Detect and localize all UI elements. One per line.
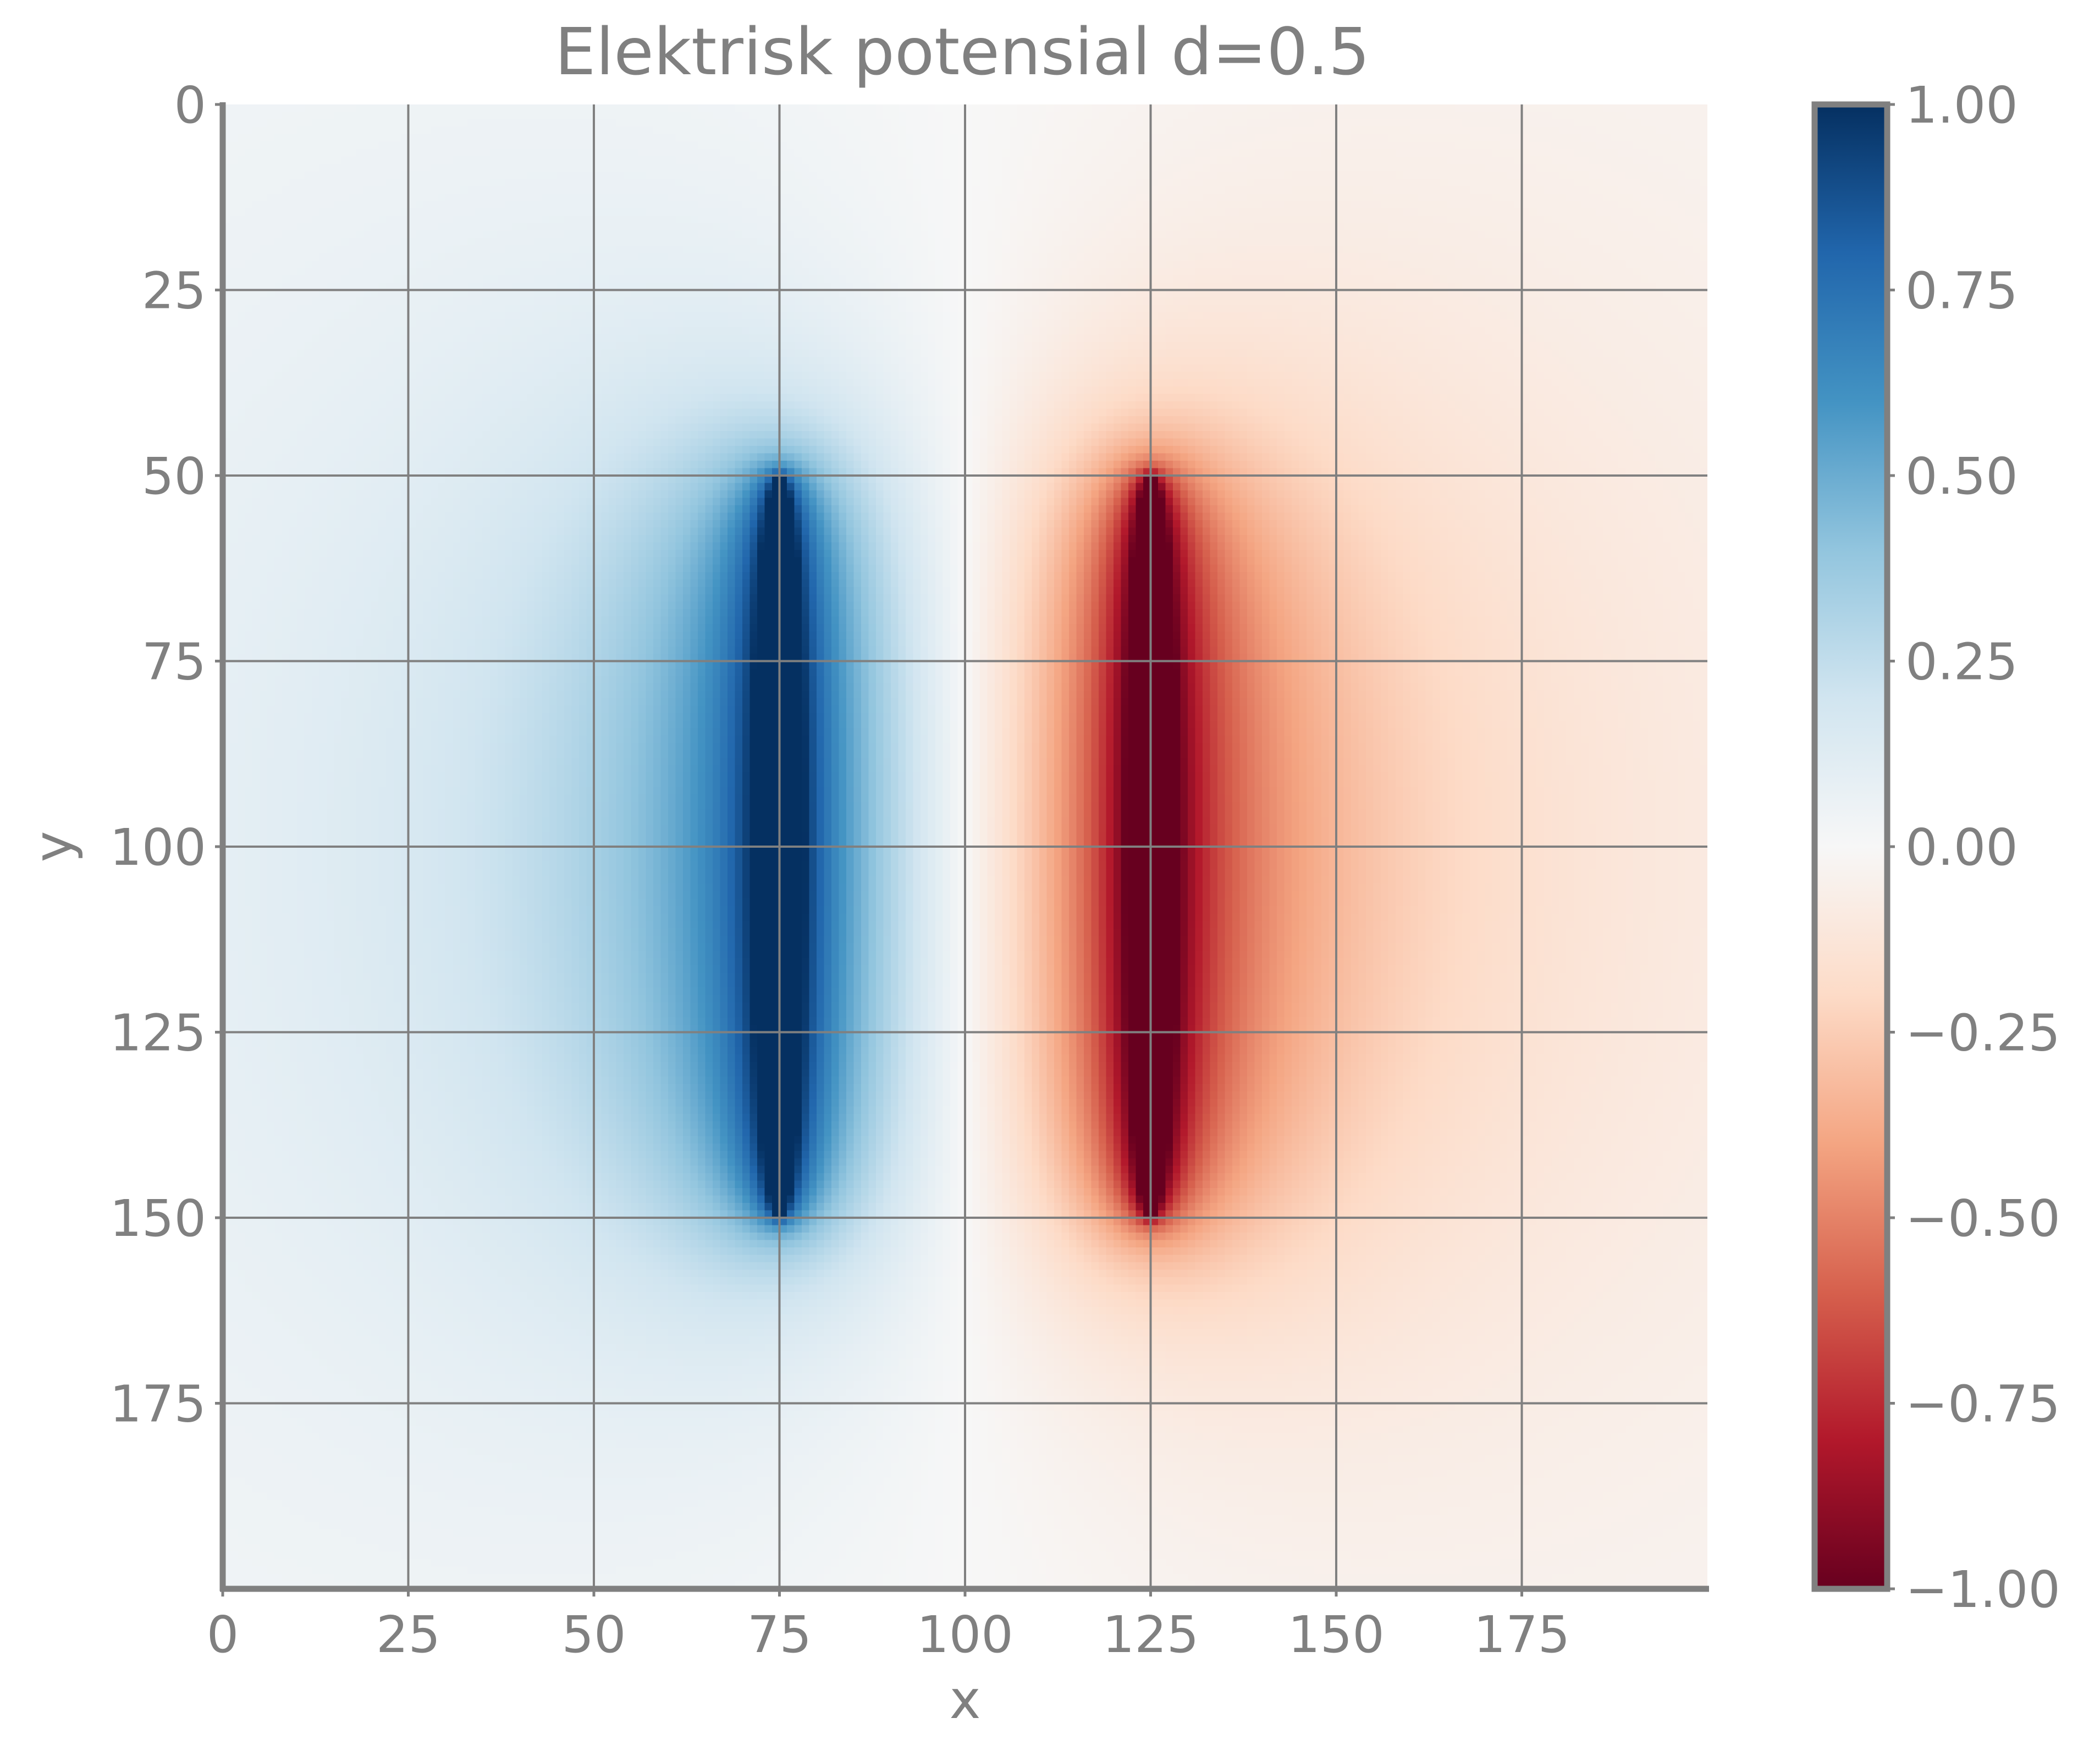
colorbar: 1.00 0.75 0.50 0.25 0.00 −0.25 −0.50 −0.75 −1.00 xyxy=(1811,76,2060,1619)
y-axis-ticks: 0 25 50 75 100 125 150 175 xyxy=(109,76,223,1434)
y-tick-label: 25 xyxy=(142,262,206,321)
colorbar-tick-label: −0.75 xyxy=(1905,1375,2060,1434)
colorbar-tick-label: 0.50 xyxy=(1905,447,2018,506)
colorbar-fill xyxy=(1815,104,1887,1589)
x-tick-label: 25 xyxy=(376,1605,440,1664)
colorbar-tick-label: 0.75 xyxy=(1905,262,2018,321)
y-axis-label: y xyxy=(23,831,84,863)
colorbar-tick-label: −0.50 xyxy=(1905,1189,2060,1248)
x-tick-label: 75 xyxy=(747,1605,812,1664)
y-tick-label: 175 xyxy=(109,1375,206,1434)
colorbar-tick-label: 0.00 xyxy=(1905,818,2018,877)
colorbar-tick-label: −1.00 xyxy=(1905,1560,2060,1619)
x-axis-label: x xyxy=(950,1669,981,1731)
y-tick-label: 75 xyxy=(142,633,206,692)
y-tick-label: 50 xyxy=(142,447,206,506)
grid-lines xyxy=(223,104,1707,1589)
chart-title: Elektrisk potensial d=0.5 xyxy=(555,14,1370,90)
x-tick-label: 100 xyxy=(917,1605,1013,1664)
y-tick-label: 100 xyxy=(109,818,206,877)
x-axis-ticks: 0 25 50 75 100 125 150 175 xyxy=(207,1589,1570,1664)
y-tick-label: 150 xyxy=(109,1189,206,1248)
y-tick-label: 0 xyxy=(174,76,206,135)
x-tick-label: 150 xyxy=(1288,1605,1385,1664)
colorbar-tick-label: 0.25 xyxy=(1905,633,2018,692)
y-tick-label: 125 xyxy=(109,1004,206,1063)
x-tick-label: 0 xyxy=(207,1605,239,1664)
plot-area xyxy=(219,102,1709,1592)
x-tick-label: 50 xyxy=(561,1605,626,1664)
x-tick-label: 125 xyxy=(1103,1605,1199,1664)
colorbar-tick-label: 1.00 xyxy=(1905,76,2018,135)
colorbar-tick-label: −0.25 xyxy=(1905,1004,2060,1063)
x-tick-label: 175 xyxy=(1474,1605,1570,1664)
colorbar-ticks: 1.00 0.75 0.50 0.25 0.00 −0.25 −0.50 −0.75 −1.00 xyxy=(1887,76,2060,1619)
